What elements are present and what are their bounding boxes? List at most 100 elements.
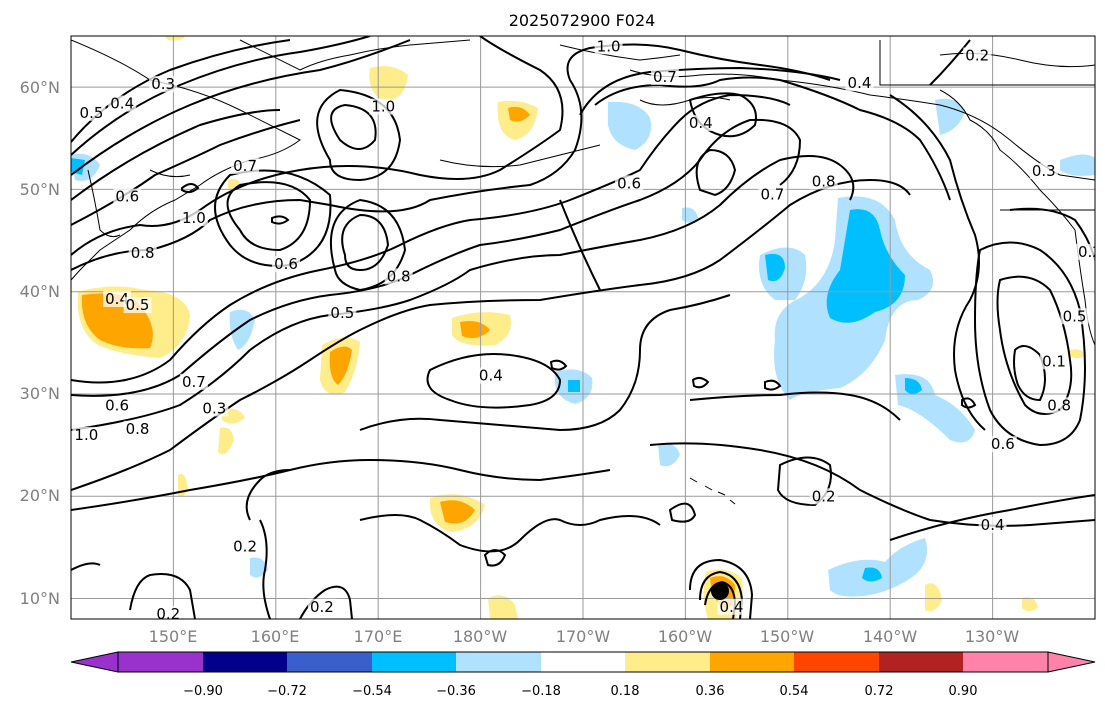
low-center-marker	[711, 582, 729, 600]
contour-label-bg	[154, 605, 183, 619]
contour-label-bg	[978, 516, 1007, 533]
contour-label: 0.7	[761, 186, 785, 204]
contour-label-bg	[1075, 243, 1095, 260]
colorbar-swatch-10	[879, 652, 963, 672]
contour-label: 0.5	[126, 296, 150, 314]
contour-label-bg	[1029, 163, 1058, 180]
contour-label-bg	[179, 210, 208, 227]
contour-label: 0.2	[812, 487, 836, 505]
contour-label: 0.8	[387, 267, 411, 285]
contour-label-bg	[149, 76, 178, 93]
contour-label-bg	[384, 268, 413, 285]
lon-label-180w: 180°W	[453, 627, 508, 646]
contour-label-bg	[845, 75, 874, 92]
lon-label-160e: 160°E	[251, 627, 300, 646]
contour-label-bg	[758, 186, 787, 203]
contour-label: 0.4	[479, 367, 503, 385]
colorbar-swatch-11	[963, 652, 1048, 672]
contour-label: 0.8	[126, 420, 150, 438]
contour-label: 0.8	[131, 244, 155, 262]
contour-label: 0.2	[965, 47, 989, 65]
contour-label: 0.5	[330, 304, 354, 322]
lon-label-130w: 130°W	[965, 627, 1020, 646]
contour-label-bg	[369, 98, 398, 115]
contour-label: 0.8	[812, 172, 836, 190]
contour-label-bg	[103, 397, 132, 414]
contour-label-bg	[476, 367, 505, 384]
lon-label-170w: 170°W	[556, 627, 611, 646]
colorbar-swatch-6	[541, 652, 625, 672]
contour-label: 0.2	[310, 598, 334, 616]
contour-label: 0.3	[151, 75, 175, 93]
contour-label-bg	[1045, 397, 1074, 414]
colorbar-swatch-9	[794, 652, 879, 672]
contour-label: 0.5	[1063, 307, 1087, 325]
colorbar-swatch-2	[203, 652, 287, 672]
map-frame	[70, 35, 1096, 620]
lon-label-150e: 150°E	[149, 627, 198, 646]
contour-label-bg	[272, 256, 301, 273]
contour-label: 0.7	[653, 68, 677, 86]
contour-label-bg	[328, 305, 357, 322]
colorbar-swatch-8	[710, 652, 794, 672]
contour-label: 0.2	[233, 537, 257, 555]
contour-label-bg	[108, 95, 137, 112]
contour-label: 0.2	[1078, 243, 1102, 261]
colorbar-swatch-3	[287, 652, 372, 672]
contour-label: 0.4	[110, 95, 134, 113]
colorbar-extend-high	[1047, 651, 1096, 673]
lon-label-150w: 150°W	[760, 627, 815, 646]
contour-label: 0.4	[848, 74, 872, 92]
colorbar-swatch-7	[625, 652, 710, 672]
contour-label-bg	[113, 188, 142, 205]
contour-label: 1.0	[371, 98, 395, 116]
contour-label-bg	[72, 426, 101, 443]
contour-label: 0.8	[1047, 396, 1071, 414]
contour-label-bg	[231, 157, 260, 174]
contour-label-bg	[1060, 308, 1089, 325]
contour-label: 0.7	[182, 373, 206, 391]
colorbar-swatch-5	[456, 652, 541, 672]
contour-label-bg	[650, 68, 679, 85]
colorbar-swatch-1	[118, 652, 203, 672]
colorbar-label-2: −0.72	[267, 684, 307, 699]
colorbar-label-4: −0.36	[436, 684, 476, 699]
colorbar-label-3: −0.54	[352, 684, 392, 699]
contour-label: 0.4	[105, 290, 129, 308]
longitude-labels: 150°E 160°E 170°E 180°W 170°W 160°W 150°…	[149, 627, 1020, 646]
lon-label-160w: 160°W	[658, 627, 713, 646]
contour-label: 0.4	[981, 516, 1005, 534]
contour-label-bg	[809, 488, 838, 505]
colorbar-swatch-4	[372, 652, 456, 672]
map-layers: 1.00.7 0.40.20.30.40.5 1.00.70.61.00.80.60…	[71, 36, 1102, 619]
contour-label-bg	[123, 297, 152, 314]
contour-label: 0.7	[233, 157, 257, 175]
contour-label: 0.4	[720, 598, 744, 616]
contour-label: 1.0	[182, 209, 206, 227]
contour-label: 0.6	[105, 396, 129, 414]
colorbar-extend-low	[70, 651, 119, 673]
contour-label: 0.6	[617, 174, 641, 192]
contour-label: 0.6	[115, 188, 139, 206]
lat-label-40n: 40°N	[20, 282, 60, 301]
contour-label: 0.3	[202, 399, 226, 417]
contour-label-bg	[231, 538, 260, 555]
colorbar: −0.90 −0.72 −0.54 −0.36 −0.18 0.18 0.36 …	[70, 651, 1096, 699]
colorbar-label-5: −0.18	[521, 684, 561, 699]
contour-label: 0.6	[991, 435, 1015, 453]
contour-label-bg	[128, 244, 157, 261]
contour-label-bg	[179, 373, 208, 390]
map-title: 2025072900 F024	[509, 11, 656, 30]
contour-label: 0.1	[1042, 352, 1066, 370]
lon-label-170e: 170°E	[354, 627, 403, 646]
contour-label-bg	[963, 47, 992, 64]
contour-label-bg	[717, 598, 746, 615]
lat-label-30n: 30°N	[20, 384, 60, 403]
latitude-labels: 60°N 50°N 40°N 30°N 20°N 10°N	[20, 78, 60, 608]
contour-labels: 1.00.7 0.40.20.30.40.5 1.00.70.61.00.80.60…	[72, 37, 1102, 619]
contour-label-bg	[307, 598, 336, 615]
colorbar-label-1: −0.90	[183, 684, 223, 699]
contour-label-bg	[615, 175, 644, 192]
lat-label-50n: 50°N	[20, 180, 60, 199]
